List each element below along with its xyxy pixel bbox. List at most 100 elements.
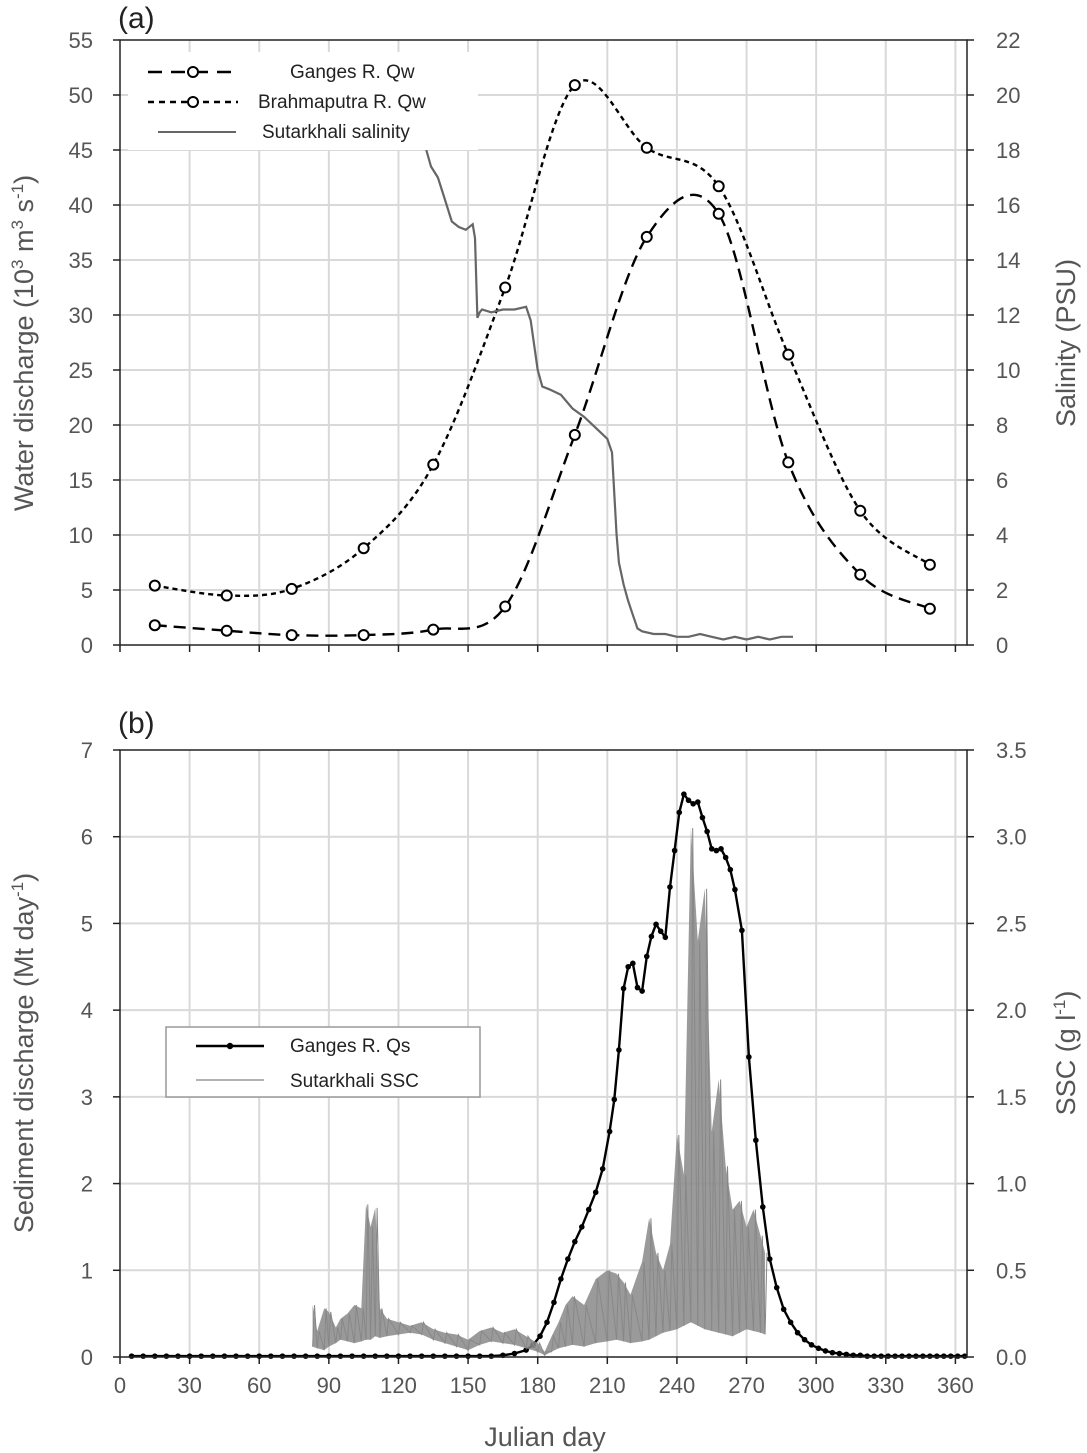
- series-ganges-r-qs-point: [727, 866, 734, 873]
- x-axis-title: Julian day: [484, 1422, 606, 1452]
- series-ganges-r-qs-point: [815, 1345, 822, 1352]
- panel-a-y2-tick-label: 0: [996, 633, 1008, 658]
- series-ganges-r-qs-point: [578, 1224, 585, 1230]
- legend-marker-brahmaputra-qw: [187, 96, 199, 108]
- panel-b-y2-tick-label: 1.0: [996, 1172, 1027, 1197]
- panel-b-label: (b): [118, 707, 155, 740]
- panel-b-y-tick-label: 6: [81, 825, 93, 850]
- x-tick-label: 150: [450, 1373, 487, 1398]
- series-ganges-r-qs-point: [773, 1284, 780, 1291]
- panel-a-y-tick-label: 45: [69, 138, 93, 163]
- panel-a-y2-tick-label: 16: [996, 193, 1020, 218]
- series-ganges-r-qs-point: [634, 984, 641, 991]
- panel-a-y-tick-label: 20: [69, 413, 93, 438]
- series-ganges-r-qs-point: [843, 1351, 850, 1358]
- series-ganges-r-qs-point: [592, 1189, 599, 1196]
- series-ganges-r-qs-point: [210, 1353, 216, 1359]
- panel-a-y2-tick-label: 6: [996, 468, 1008, 493]
- panel-a-y2-tick-label: 18: [996, 138, 1020, 163]
- series-ganges-r-qw-point: [499, 600, 512, 613]
- series-ganges-r-qs-point: [140, 1353, 147, 1359]
- panel-b-y-axis-title: Sediment discharge (Mt day-1): [8, 873, 39, 1233]
- series-ganges-r-qs-point: [920, 1353, 926, 1359]
- series-ganges-r-qs-point: [128, 1353, 135, 1359]
- panel-b-y2-tick-label: 3.0: [996, 825, 1027, 850]
- panel-a-y-tick-label: 5: [81, 578, 93, 603]
- panel-b-y2-tick-label: 2.5: [996, 911, 1027, 936]
- series-ganges-r-qs-point: [558, 1276, 564, 1282]
- panel-a-y-tick-label: 35: [69, 248, 93, 273]
- panel-a-label: (a): [118, 2, 155, 35]
- series-ganges-r-qs-point: [606, 1128, 613, 1135]
- x-tick-label: 210: [589, 1373, 626, 1398]
- series-ganges-r-qs-point: [836, 1350, 843, 1357]
- series-ganges-r-qs-point: [699, 814, 706, 821]
- legend-label-sutarkhali-ssc: Sutarkhali SSC: [290, 1071, 419, 1092]
- series-brahmaputra-r-qw-point: [148, 579, 161, 592]
- panel-a-legend: Ganges R. Qw Brahmaputra R. Qw Sutarkhal…: [128, 52, 478, 150]
- panel-a-y2-tick-label: 10: [996, 358, 1020, 383]
- series-ganges-r-qs-point: [198, 1353, 205, 1359]
- x-tick-label: 30: [177, 1373, 201, 1398]
- series-ganges-r-qs-point: [780, 1306, 787, 1313]
- panel-b-y-tick-label: 2: [81, 1172, 93, 1197]
- series-ganges-r-qs-point: [337, 1353, 344, 1359]
- series-ganges-r-qs-point: [565, 1256, 571, 1262]
- series-ganges-r-qs-point: [384, 1353, 390, 1359]
- x-tick-label: 120: [380, 1373, 417, 1398]
- series-ganges-r-qs-point: [759, 1204, 766, 1210]
- series-ganges-r-qs-point: [690, 800, 696, 807]
- series-ganges-r-qs-point: [256, 1353, 263, 1359]
- series-ganges-r-qw-point: [148, 619, 161, 632]
- x-tick-label: 90: [317, 1373, 341, 1398]
- series-ganges-r-qs-point: [430, 1353, 437, 1359]
- series-ganges-r-qs-point: [808, 1342, 815, 1348]
- series-brahmaputra-r-qw-point: [220, 589, 233, 602]
- series-ganges-r-qw-point: [220, 624, 233, 637]
- panel-a-y-tick-label: 10: [69, 523, 93, 548]
- series-ganges-r-qs-point: [746, 1054, 752, 1060]
- panel-a-y-tick-label: 0: [81, 633, 93, 658]
- series-ganges-r-qs-point: [801, 1336, 808, 1343]
- panel-b-series: [128, 791, 968, 1359]
- series-brahmaputra-r-qw-point: [427, 458, 440, 471]
- series-ganges-r-qs-point: [708, 846, 715, 852]
- series-ganges-r-qw-point: [854, 568, 867, 581]
- series-ganges-r-qs-point: [326, 1353, 332, 1359]
- series-ganges-r-qs-point: [864, 1353, 871, 1359]
- legend-marker-ganges-qs: [226, 1042, 234, 1050]
- legend-label-sutarkhali-salinity: Sutarkhali salinity: [262, 122, 410, 143]
- series-ganges-r-qw-point: [568, 428, 581, 441]
- series-ganges-r-qw-point: [285, 629, 298, 642]
- series-ganges-r-qs-point: [885, 1353, 891, 1359]
- series-ganges-r-qs-point: [418, 1353, 425, 1359]
- series-sutarkhali-ssc-line: [312, 827, 768, 1357]
- series-ganges-r-qs-point: [822, 1348, 829, 1354]
- panel-b-legend-box: [165, 1026, 481, 1098]
- series-ganges-r-qs-point: [718, 846, 724, 852]
- series-ganges-r-qs-point: [314, 1353, 321, 1359]
- panel-a-y-tick-label: 50: [69, 83, 93, 108]
- panel-a-gridlines: [120, 40, 967, 645]
- series-ganges-r-qs-point: [572, 1238, 578, 1245]
- x-tick-label: 180: [519, 1373, 556, 1398]
- series-sutarkhali-salinity-line: [425, 149, 793, 641]
- series-ganges-r-qs-point: [511, 1350, 518, 1357]
- panel-a-y2-tick-label: 2: [996, 578, 1008, 603]
- series-ganges-r-qs-point: [829, 1349, 836, 1356]
- panel-b-y2-tick-label: 3.5: [996, 738, 1027, 763]
- series-ganges-r-qs-point: [906, 1353, 912, 1359]
- series-ganges-r-qs-point: [639, 988, 645, 994]
- series-ganges-r-qs-point: [794, 1329, 801, 1336]
- series-ganges-r-qs-point: [620, 985, 627, 992]
- series-ganges-r-qs-point: [685, 797, 692, 804]
- series-ganges-r-qs-point: [407, 1353, 413, 1359]
- series-ganges-r-qs-point: [611, 1096, 618, 1103]
- series-ganges-r-qs-point: [643, 953, 650, 960]
- panel-a-y2-tick-label: 12: [996, 303, 1020, 328]
- series-brahmaputra-r-qw-point: [854, 504, 867, 517]
- x-tick-label: 270: [728, 1373, 765, 1398]
- series-ganges-r-qs-point: [934, 1353, 940, 1359]
- panel-a-y2-tick-label: 4: [996, 523, 1008, 548]
